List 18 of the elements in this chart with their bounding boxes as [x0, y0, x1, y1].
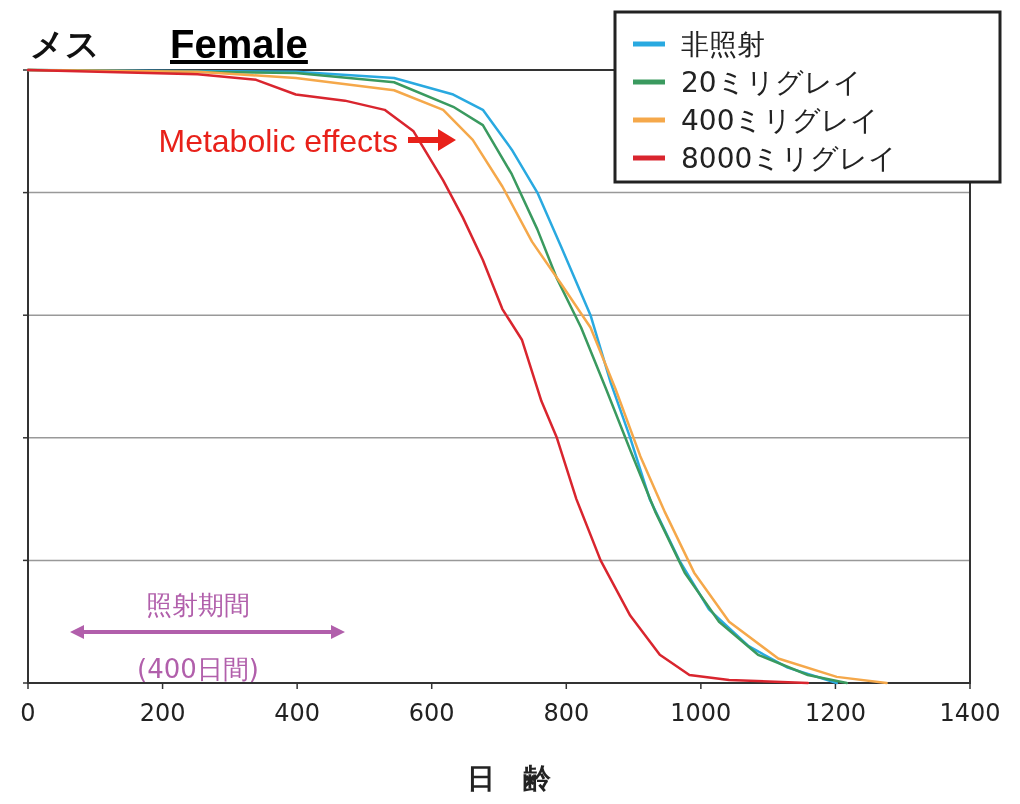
x-axis-title: 日 齢: [467, 762, 551, 795]
legend-label: 非照射: [681, 28, 765, 61]
x-tick-label: 1400: [939, 699, 1001, 727]
x-tick-label: 800: [543, 699, 590, 727]
chart-subtitle: Female: [170, 22, 308, 66]
annotation: 照射期間: [146, 590, 250, 620]
x-tick-label: 0: [20, 699, 36, 727]
chart-title: メス: [30, 24, 100, 64]
legend-label: 20ミリグレイ: [681, 66, 862, 99]
x-tick-label: 600: [408, 699, 455, 727]
legend-label: 400ミリグレイ: [681, 104, 880, 137]
x-tick-label: 1200: [804, 699, 866, 727]
legend-label: 8000ミリグレイ: [681, 142, 898, 175]
x-tick-label: 1000: [670, 699, 732, 727]
x-tick-label: 200: [139, 699, 186, 727]
annotation: (400日間): [137, 654, 259, 684]
annotation: Metabolic effects: [158, 123, 398, 159]
x-tick-label: 400: [274, 699, 321, 727]
